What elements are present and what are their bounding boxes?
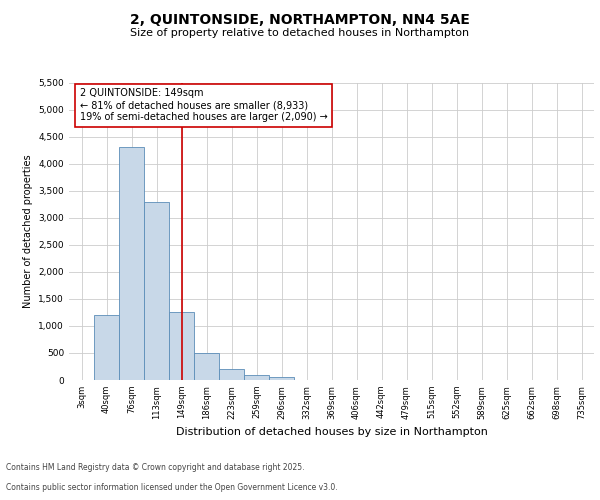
- Text: 2, QUINTONSIDE, NORTHAMPTON, NN4 5AE: 2, QUINTONSIDE, NORTHAMPTON, NN4 5AE: [130, 12, 470, 26]
- Text: Contains HM Land Registry data © Crown copyright and database right 2025.: Contains HM Land Registry data © Crown c…: [6, 464, 305, 472]
- Y-axis label: Number of detached properties: Number of detached properties: [23, 154, 33, 308]
- Text: Size of property relative to detached houses in Northampton: Size of property relative to detached ho…: [130, 28, 470, 38]
- Bar: [119, 148, 144, 380]
- Bar: [269, 377, 294, 380]
- X-axis label: Distribution of detached houses by size in Northampton: Distribution of detached houses by size …: [176, 427, 487, 437]
- Bar: [219, 369, 244, 380]
- Bar: [194, 353, 219, 380]
- Bar: [94, 315, 119, 380]
- Bar: [144, 202, 169, 380]
- Bar: [244, 374, 269, 380]
- Text: Contains public sector information licensed under the Open Government Licence v3: Contains public sector information licen…: [6, 484, 338, 492]
- Text: 2 QUINTONSIDE: 149sqm
← 81% of detached houses are smaller (8,933)
19% of semi-d: 2 QUINTONSIDE: 149sqm ← 81% of detached …: [79, 88, 327, 122]
- Bar: [169, 312, 194, 380]
